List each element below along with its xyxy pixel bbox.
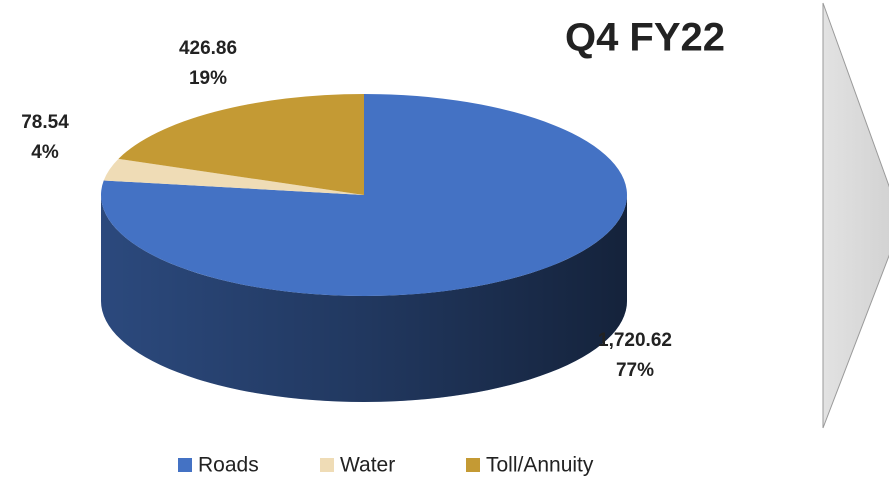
- data-label: 1,720.62: [598, 330, 672, 351]
- pie: [101, 94, 627, 402]
- legend-label: Toll/Annuity: [486, 454, 594, 477]
- legend-label: Roads: [198, 454, 259, 477]
- legend-label: Water: [340, 454, 395, 477]
- legend-swatch: [320, 458, 334, 472]
- percent-label: 77%: [616, 360, 654, 381]
- data-label: 426.86: [179, 38, 237, 59]
- percent-label: 19%: [189, 68, 227, 89]
- legend-swatch: [466, 458, 480, 472]
- slice: [103, 158, 364, 195]
- slice-side-shade: [101, 195, 627, 402]
- arrow-shape: [822, 2, 889, 429]
- slice: [118, 94, 364, 195]
- chart-title: Q4 FY22: [565, 16, 725, 60]
- percent-label: 4%: [31, 142, 59, 163]
- legend-swatch: [178, 458, 192, 472]
- data-label: 78.54: [21, 112, 69, 133]
